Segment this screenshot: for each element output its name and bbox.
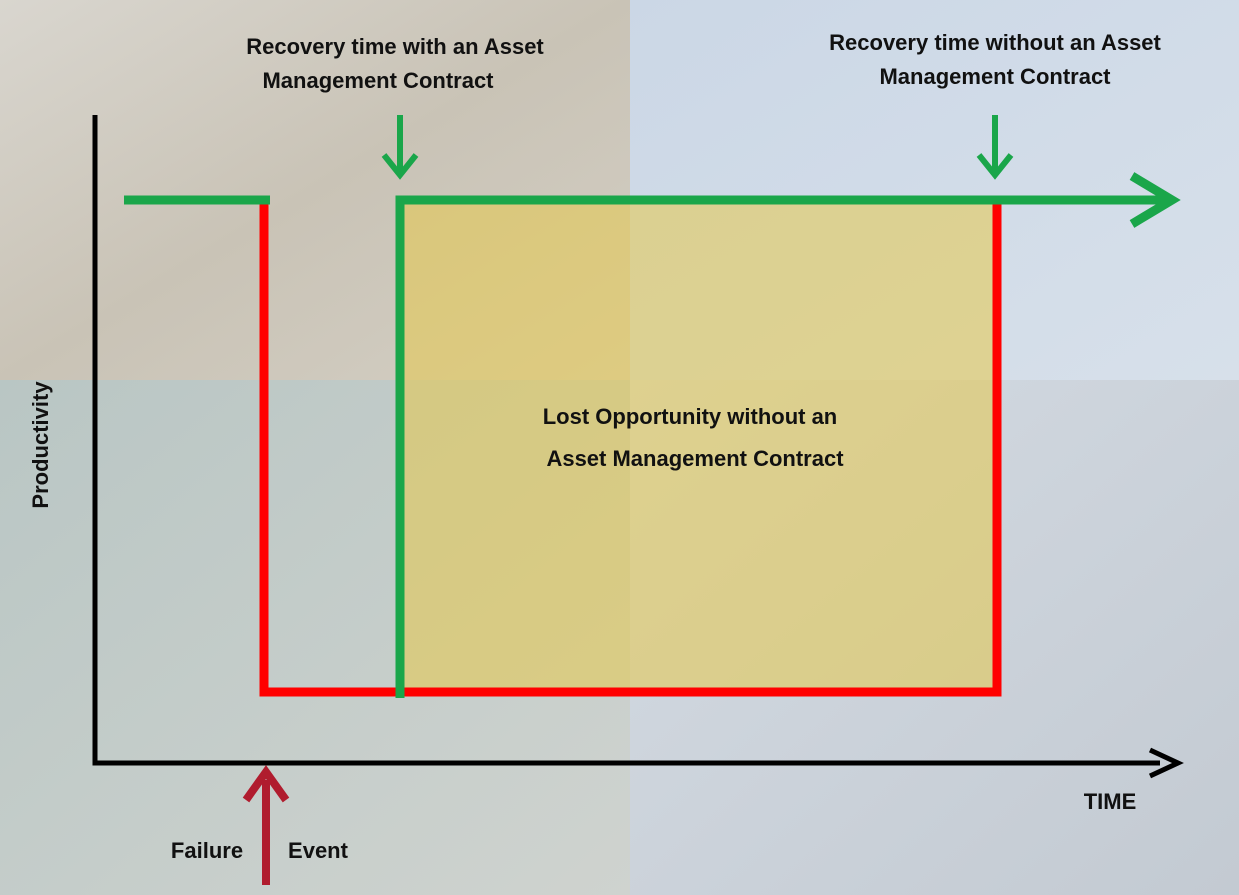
label: Event (288, 838, 349, 863)
label: Lost Opportunity without an (543, 404, 838, 429)
label: Asset Management Contract (546, 446, 844, 471)
axis-label: Productivity (28, 381, 53, 509)
diagram: Recovery time with an Asset Management C… (0, 0, 1239, 895)
label: Failure (171, 838, 243, 863)
label: Management Contract (879, 64, 1111, 89)
label: Management Contract (262, 68, 494, 93)
label: Recovery time with an Asset (246, 34, 544, 59)
axis-label: TIME (1084, 789, 1137, 814)
label: Recovery time without an Asset (829, 30, 1161, 55)
